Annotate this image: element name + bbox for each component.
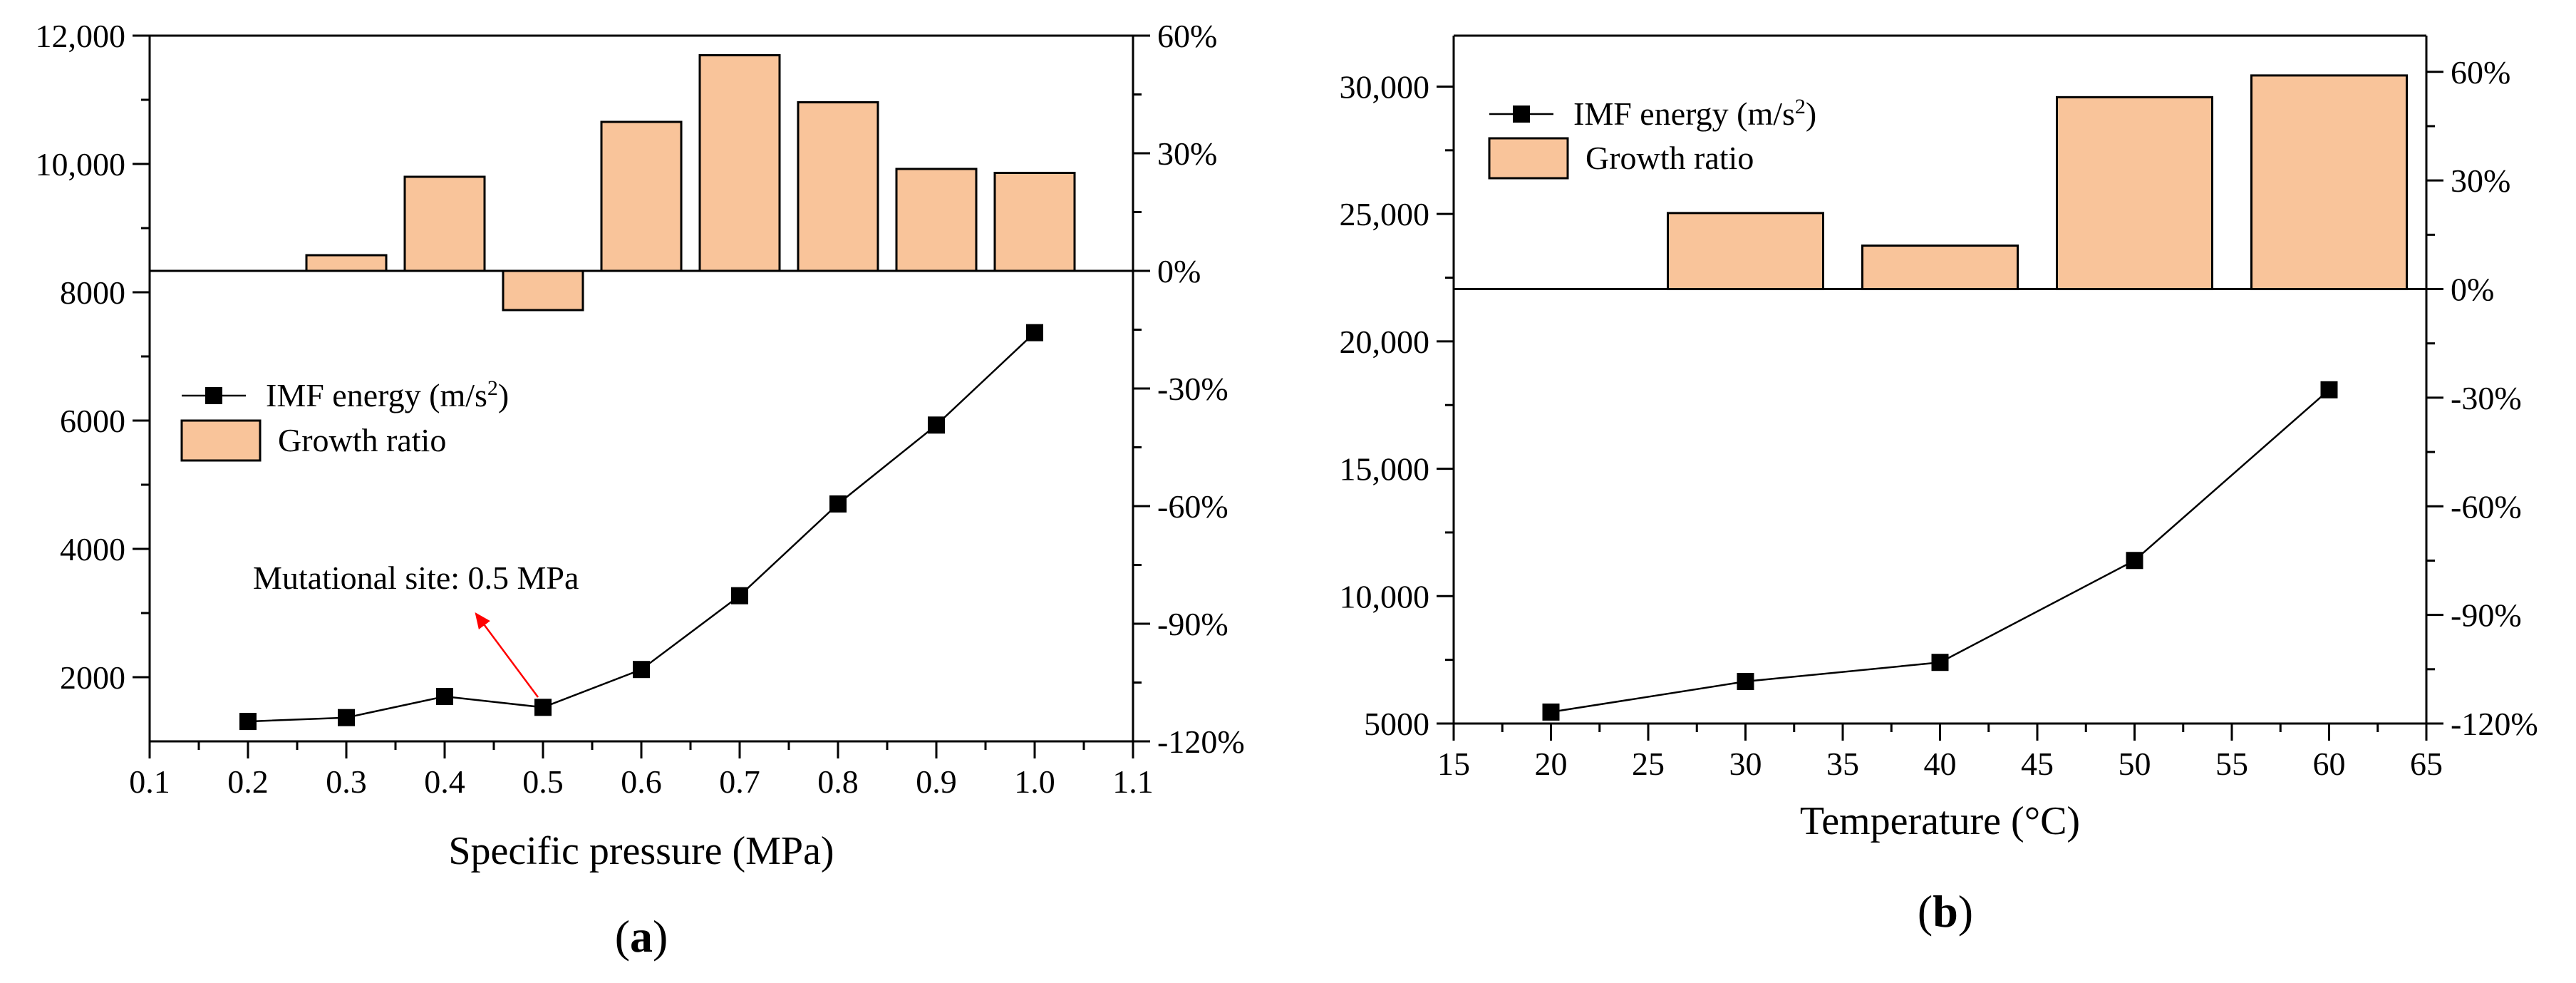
annotation-arrow [475,612,539,698]
legend-marker-sample [1513,105,1530,123]
growth-ratio-bar [2056,96,2213,291]
x-tick-label: 30 [1729,746,1762,782]
imf-energy-point [338,709,355,726]
imf-energy-point [928,416,945,434]
y-right-tick-label: 30% [1157,135,1217,172]
x-tick-label: 50 [2119,746,2151,782]
y-right-tick-label: 30% [2451,163,2510,199]
x-tick-label: 0.9 [916,763,957,800]
x-tick-label: 0.3 [326,763,367,800]
imf-energy-point [829,495,847,513]
y-right-tick-label: 0% [2451,272,2494,308]
x-tick-label: 40 [1924,746,1957,782]
x-tick-label: 0.8 [817,763,859,800]
growth-ratio-bar [403,175,486,272]
x-tick-label: 55 [2215,746,2248,782]
y-right-tick-label: 60% [2451,54,2510,91]
growth-ratio-bar [1667,212,1824,291]
growth-ratio-bar [305,254,388,272]
y-left-tick-label: 12,000 [36,18,126,54]
growth-ratio-bar [797,101,879,272]
y-left-tick-label: 2000 [60,659,125,696]
imf-energy-point [2126,552,2143,570]
x-tick-label: 65 [2410,746,2443,782]
imf-energy-point [1737,673,1754,691]
x-tick-label: 1.1 [1112,763,1154,800]
y-right-tick-label: -30% [1157,371,1228,407]
legend-line-label: IMF energy (m/s2) [266,376,509,413]
growth-ratio-bar [1861,245,2019,291]
legend-bar-label: Growth ratio [1586,140,1754,176]
y-left-tick-label: 20,000 [1340,324,1430,360]
x-tick-label: 25 [1632,746,1665,782]
y-left-tick-label: 8000 [60,274,125,311]
chart-panel-a: 0.1 0.2 0.3 0.4 0.5 0.6 0.7 0.8 0.9 1.0 1.1 2000 400… [36,18,1245,962]
y-left-tick-label: 10,000 [1340,578,1430,614]
y-right-tick-label: -120% [2451,706,2538,742]
growth-ratio-bar [993,172,1076,272]
x-tick-label: 15 [1437,746,1470,782]
y-left-tick-label: 30,000 [1340,68,1430,105]
growth-ratio-bar [2250,74,2408,291]
y-left-tick-label: 6000 [60,403,125,439]
x-axis-title: Temperature (°C) [1800,799,2080,843]
x-tick-label: 0.4 [424,763,465,800]
imf-energy-point [731,587,748,604]
x-axis-title: Specific pressure (MPa) [448,829,834,873]
imf-energy-point [1931,654,1949,671]
legend-bar-sample [180,419,262,462]
legend-line-label: IMF energy (m/s2) [1573,95,1816,132]
y-left-tick-label: 4000 [60,531,125,567]
y-left-tick-label: 15,000 [1340,451,1430,488]
imf-energy-point [534,699,552,716]
x-tick-label: 1.0 [1014,763,1055,800]
x-tick-label: 0.5 [522,763,564,800]
y-left-tick-label: 5000 [1364,706,1429,742]
imf-energy-point [239,713,257,731]
y-left-tick-label: 10,000 [36,146,126,182]
x-tick-label: 0.7 [719,763,760,800]
annotation-text: Mutational site: 0.5 MPa [253,560,579,596]
y-right-tick-label: 0% [1157,253,1201,289]
imf-energy-point [1542,703,1560,721]
legend-bar-label: Growth ratio [278,422,446,458]
growth-ratio-bar [895,168,978,272]
y-right-tick-label: -120% [1157,724,1245,760]
imf-energy-point [1026,324,1043,341]
x-tick-label: 35 [1826,746,1859,782]
x-tick-label: 60 [2313,746,2346,782]
growth-ratio-bar [502,269,584,312]
x-tick-label: 20 [1535,746,1568,782]
panel-label: (b) [1918,886,1973,937]
y-right-tick-label: -90% [1157,606,1228,642]
x-tick-label: 45 [2021,746,2054,782]
growth-ratio-bar [698,54,781,272]
growth-ratio-bar [600,120,683,272]
x-tick-label: 0.1 [129,763,170,800]
panel-label: (a) [615,911,668,962]
x-tick-label: 0.6 [621,763,662,800]
imf-energy-point [2320,381,2338,398]
y-left-tick-label: 25,000 [1340,196,1430,232]
legend-marker-sample [205,387,222,404]
chart-panel-b: 15 20 25 30 35 40 45 50 55 60 65 5000 10,000 15,000 20… [1340,34,2538,937]
y-right-tick-label: 60% [1157,18,1217,54]
y-right-tick-label: -30% [2451,380,2522,416]
y-right-tick-label: -60% [2451,488,2522,525]
x-tick-label: 0.2 [227,763,269,800]
imf-energy-point [436,688,453,705]
legend-bar-sample [1488,137,1569,180]
imf-energy-point [633,661,650,679]
y-right-tick-label: -90% [2451,597,2522,634]
y-right-tick-label: -60% [1157,488,1228,525]
